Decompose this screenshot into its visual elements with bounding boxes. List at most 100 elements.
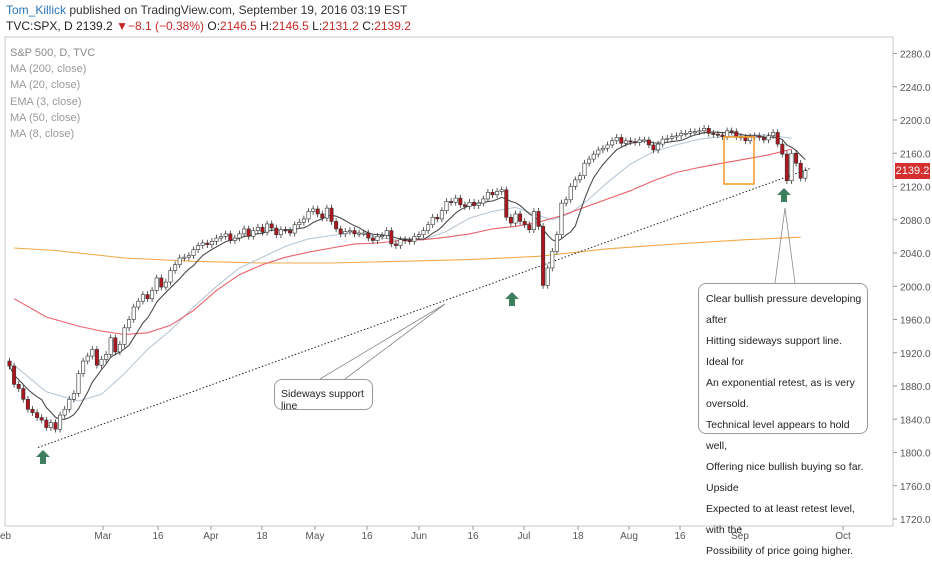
sideways-support-line[interactable]	[37, 168, 811, 448]
candle-up	[426, 224, 431, 231]
x-tick-label: 18	[256, 531, 268, 542]
candle-down	[628, 140, 633, 143]
candle-up	[421, 230, 426, 236]
highlight-box[interactable]	[723, 136, 755, 185]
candle-up	[656, 143, 661, 151]
symbol: TVC:SPX, D	[6, 19, 73, 33]
ma200-line	[14, 236, 801, 264]
candle-up	[481, 198, 486, 204]
note-line: Offering nice bullish buying so far. Ups…	[706, 461, 864, 494]
legend-ma8[interactable]: MA (8, close)	[10, 128, 75, 141]
candle-down	[159, 277, 164, 288]
candle-up	[789, 152, 794, 181]
candle-up	[660, 138, 665, 145]
candle-up	[232, 237, 237, 241]
note-line: Clear bullish pressure developing after	[706, 293, 862, 326]
legend-ma50[interactable]: MA (50, close)	[10, 111, 81, 124]
candle-up	[99, 359, 104, 366]
candle-up	[564, 199, 569, 204]
candle-down	[715, 133, 720, 136]
candle-down	[39, 417, 44, 421]
candle-up	[122, 327, 127, 345]
candle-down	[518, 213, 523, 222]
author-link[interactable]: Tom_Killick	[6, 3, 67, 17]
candle-up	[439, 210, 444, 220]
y-tick-label: 2080.0	[900, 216, 931, 227]
high-label: H:	[260, 19, 273, 33]
candle-down	[472, 201, 477, 206]
symbol-bar: TVC:SPX, D 2139.2 ▼−8.1 (−0.38%) O:2146.…	[6, 19, 411, 33]
candle-down	[407, 240, 412, 243]
candle-up	[209, 241, 214, 245]
candle-up	[591, 153, 596, 160]
candle-down	[94, 349, 99, 366]
candle-up	[292, 224, 297, 234]
candle-up	[200, 242, 205, 246]
y-tick-label: 2280.0	[900, 50, 931, 61]
candle-down	[729, 130, 734, 133]
candle-up	[568, 186, 573, 201]
candle-up	[669, 136, 674, 139]
candle-down	[757, 135, 762, 138]
candle-up	[614, 137, 619, 142]
note-line: Technical level appears to hold well,	[706, 419, 850, 452]
candle-up	[674, 135, 679, 138]
close-label: C:	[362, 19, 375, 33]
analysis-note-callout[interactable]: Clear bullish pressure developing after …	[698, 283, 868, 557]
candle-down	[504, 189, 509, 218]
legend-symbol[interactable]: S&P 500, D, TVC	[10, 47, 96, 59]
candle-up	[476, 202, 481, 206]
price-chart[interactable]: 2280.0 2240.0 2200.0 2160.0 2120.0 2080.0 2040…	[0, 0, 932, 550]
candle-down	[44, 419, 49, 428]
candle-up	[182, 256, 187, 259]
candle-up	[58, 414, 63, 430]
sideways-support-text: Sideways support line	[281, 388, 364, 412]
candle-down	[283, 229, 288, 232]
candle-up	[384, 230, 389, 236]
close-value: 2139.2	[374, 19, 411, 33]
candle-up	[499, 189, 504, 192]
indicator-legend: S&P 500, D, TVC MA (200, close) MA (20, …	[10, 45, 95, 142]
candle-down	[711, 133, 716, 135]
high-value: 2146.5	[272, 19, 309, 33]
candle-up	[380, 235, 385, 238]
candle-up	[219, 236, 224, 239]
candle-down	[334, 221, 339, 230]
candle-up	[196, 245, 201, 250]
candle-up	[430, 216, 435, 226]
buy-arrow-icon	[505, 292, 519, 306]
buy-arrow-icon	[36, 450, 50, 464]
x-tick-label: May	[306, 531, 325, 542]
candle-up	[242, 228, 247, 235]
candle-down	[366, 232, 371, 239]
candle-up	[67, 398, 72, 410]
legend-ema3[interactable]: EMA (3, close)	[10, 95, 82, 108]
sideways-support-callout[interactable]: Sideways support line	[274, 379, 373, 412]
candle-up	[559, 202, 564, 236]
candle-up	[573, 179, 578, 187]
candle-up	[186, 255, 191, 258]
y-tick-label: 1720.0	[900, 515, 931, 526]
legend-ma20[interactable]: MA (20, close)	[10, 79, 81, 92]
candle-up	[444, 201, 449, 211]
candle-down	[145, 294, 150, 300]
y-tick-label: 2040.0	[900, 249, 931, 260]
candle-up	[361, 232, 366, 235]
candle-up	[637, 139, 642, 143]
candle-up	[173, 264, 178, 271]
y-tick-label: 1800.0	[900, 449, 931, 460]
x-tick-label: Aug	[620, 531, 638, 542]
candle-down	[370, 237, 375, 241]
candle-down	[734, 131, 739, 137]
note-line: An exponential retest, as is very overso…	[706, 377, 855, 410]
candle-up	[582, 162, 587, 176]
candle-down	[527, 224, 532, 231]
candle-down	[619, 137, 624, 144]
legend-ma200[interactable]: MA (200, close)	[10, 63, 87, 76]
candle-up	[495, 191, 500, 196]
candle-down	[646, 139, 651, 146]
candle-down	[30, 408, 35, 413]
y-tick-label: 2000.0	[900, 282, 931, 293]
candle-up	[725, 130, 730, 137]
candle-down	[12, 365, 17, 385]
